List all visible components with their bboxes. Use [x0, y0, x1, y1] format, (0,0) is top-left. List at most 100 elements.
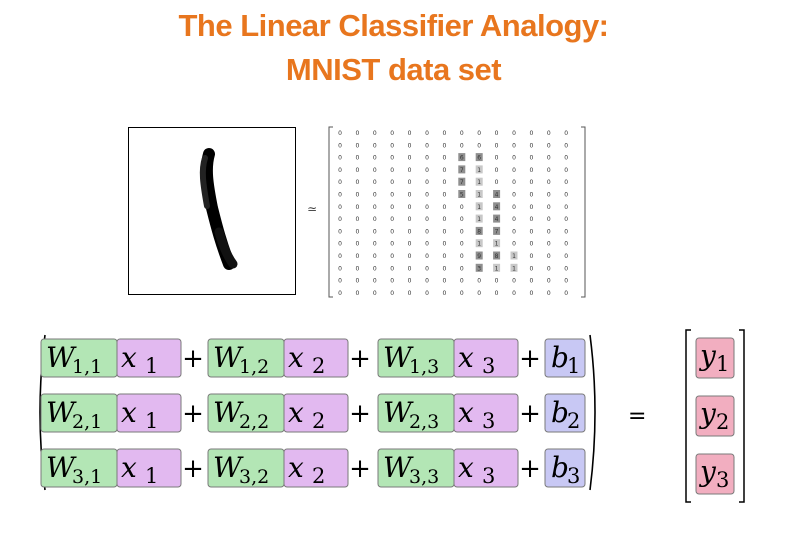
matrix-cell: 0 — [460, 142, 464, 149]
input-box — [283, 448, 349, 488]
matrix-cell: 0 — [425, 216, 429, 223]
matrix-cell: 0 — [512, 216, 516, 223]
input-box — [116, 338, 182, 378]
pixel-matrix: 0 0 0 0 0 0 0 0 0 0 0 0 0 0 0 0 0 0 0 0 0 0 0 0 0 0 0 0 0 0 0 0 0 0 0 6 6 0 0 0… — [328, 126, 586, 298]
output-box — [695, 395, 735, 437]
matrix-cell: 0 — [338, 253, 342, 260]
matrix-cell: 0 — [442, 142, 446, 149]
matrix-cell: 0 — [495, 155, 499, 162]
matrix-cell: 0 — [442, 130, 446, 137]
matrix-cell: 0 — [442, 241, 446, 248]
plus-sign: + — [519, 454, 541, 484]
matrix-cell-bg — [475, 202, 483, 211]
weight-subscript: 2,1 — [72, 411, 102, 433]
matrix-cell: 0 — [425, 241, 429, 248]
matrix-cell: 0 — [460, 228, 464, 235]
matrix-cell: 0 — [373, 216, 377, 223]
matrix-cell: 0 — [564, 204, 568, 211]
input-subscript: 2 — [312, 409, 325, 433]
matrix-cell: 0 — [425, 167, 429, 174]
matrix-cell: 0 — [564, 179, 568, 186]
weight-symbol: W — [383, 451, 414, 484]
bias-subscript: 1 — [567, 354, 580, 378]
matrix-cell: 0 — [529, 265, 533, 272]
matrix-cell: 0 — [338, 278, 342, 285]
matrix-cell: 0 — [338, 216, 342, 223]
plus-sign: + — [349, 344, 371, 374]
matrix-cell: 0 — [355, 228, 359, 235]
matrix-cell: 0 — [460, 278, 464, 285]
matrix-cell: 0 — [547, 253, 551, 260]
input-box — [283, 338, 349, 378]
matrix-cell: 0 — [529, 167, 533, 174]
input-subscript: 1 — [145, 409, 158, 433]
matrix-cell-bg — [475, 239, 483, 248]
weight-symbol: W — [383, 396, 414, 429]
matrix-cell-bg — [493, 239, 501, 248]
output-box — [695, 337, 735, 379]
bias-box — [544, 448, 586, 488]
matrix-cell: 0 — [442, 167, 446, 174]
matrix-cell: 0 — [408, 155, 412, 162]
matrix-cell: 0 — [547, 228, 551, 235]
input-symbol: x — [458, 341, 474, 374]
matrix-cell: 6 — [460, 155, 464, 162]
matrix-cell: 1 — [477, 192, 481, 199]
matrix-cell: 0 — [355, 192, 359, 199]
matrix-cell: 0 — [373, 241, 377, 248]
bias-subscript: 2 — [567, 409, 580, 433]
matrix-cell: 0 — [408, 241, 412, 248]
matrix-cell: 0 — [477, 130, 481, 137]
matrix-cell: 0 — [408, 130, 412, 137]
matrix-cell: 0 — [495, 130, 499, 137]
matrix-cell: 0 — [338, 179, 342, 186]
matrix-cell: 0 — [512, 241, 516, 248]
matrix-cell: 0 — [390, 265, 394, 272]
matrix-cell: 0 — [512, 192, 516, 199]
input-box — [453, 338, 519, 378]
matrix-cell: 0 — [529, 241, 533, 248]
matrix-cell: 0 — [338, 265, 342, 272]
input-subscript: 2 — [312, 464, 325, 488]
bias-box — [544, 338, 586, 378]
matrix-cell: 0 — [408, 265, 412, 272]
matrix-cell: 0 — [512, 155, 516, 162]
matrix-cell: 1 — [495, 241, 499, 248]
matrix-cell: 0 — [355, 204, 359, 211]
matrix-cell: 0 — [390, 142, 394, 149]
matrix-cell: 0 — [460, 216, 464, 223]
plus-sign: + — [182, 344, 204, 374]
matrix-cell: 8 — [477, 228, 481, 235]
input-symbol: x — [288, 341, 304, 374]
matrix-cell: 4 — [495, 216, 499, 223]
matrix-cell: 0 — [564, 265, 568, 272]
input-subscript: 3 — [482, 354, 495, 378]
matrix-cell: 0 — [495, 278, 499, 285]
matrix-cell: 0 — [495, 290, 499, 297]
title-line-1: The Linear Classifier Analogy: — [178, 8, 609, 43]
matrix-cell: 0 — [373, 155, 377, 162]
matrix-cell: 0 — [529, 179, 533, 186]
input-symbol: x — [458, 396, 474, 429]
matrix-cell: 0 — [390, 216, 394, 223]
digit-image — [128, 127, 296, 295]
matrix-cell: 0 — [460, 290, 464, 297]
matrix-cell: 0 — [338, 228, 342, 235]
matrix-cell: 0 — [547, 278, 551, 285]
matrix-cell: 0 — [355, 278, 359, 285]
input-subscript: 3 — [482, 409, 495, 433]
matrix-cell: 0 — [547, 290, 551, 297]
weight-symbol: W — [46, 341, 77, 374]
matrix-cell: 0 — [355, 290, 359, 297]
matrix-cell-bg — [510, 251, 518, 260]
matrix-cell: 0 — [355, 265, 359, 272]
matrix-cell: 0 — [373, 228, 377, 235]
matrix-cell: 0 — [425, 278, 429, 285]
matrix-cell: 0 — [355, 155, 359, 162]
matrix-cell: 0 — [338, 130, 342, 137]
matrix-cell: 0 — [425, 179, 429, 186]
matrix-cell: 0 — [355, 130, 359, 137]
matrix-cell: 0 — [460, 241, 464, 248]
weight-symbol: W — [213, 451, 244, 484]
matrix-cell: 7 — [460, 179, 464, 186]
